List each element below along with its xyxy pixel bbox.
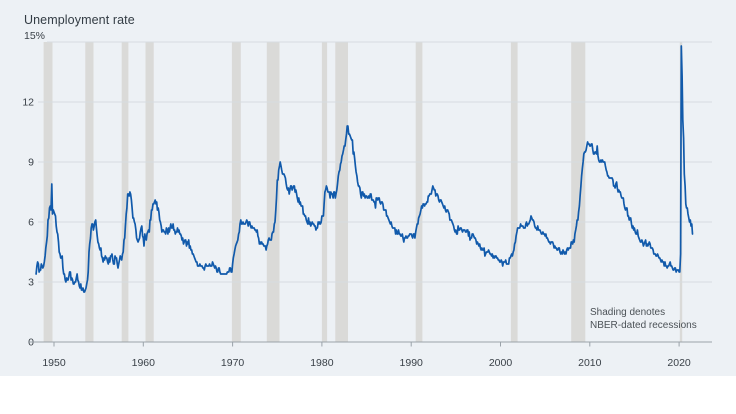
y-tick-label: 6 (28, 217, 34, 229)
recession-shading-note: Shading denotes NBER-dated recessions (590, 306, 697, 332)
recession-band (121, 42, 129, 342)
recession-band (85, 42, 94, 342)
recession-band (43, 42, 53, 342)
recession-band (231, 42, 241, 342)
y-tick-label: 9 (28, 157, 34, 169)
chart-title: Unemployment rate (24, 13, 135, 27)
x-tick-label: 2020 (667, 357, 691, 369)
recession-band (510, 42, 518, 342)
y-axis-top-label: 15% (24, 30, 46, 42)
x-tick-label: 1950 (42, 357, 66, 369)
unemployment-rate-line (35, 45, 694, 293)
x-tick-label: 1990 (400, 357, 424, 369)
recession-band (145, 42, 154, 342)
y-tick-label: 12 (22, 97, 34, 109)
recession-band (571, 42, 586, 342)
x-tick-label: 2000 (489, 357, 513, 369)
x-tick-label: 1960 (132, 357, 156, 369)
x-tick-label: 1970 (221, 357, 245, 369)
unemployment-chart-card: 03691219501960197019801990200020102020 U… (0, 0, 736, 376)
recession-band (335, 42, 348, 342)
recession-band (266, 42, 280, 342)
chart-plot: 03691219501960197019801990200020102020 (0, 0, 736, 376)
y-tick-label: 3 (28, 277, 34, 289)
x-tick-label: 1980 (310, 357, 334, 369)
note-line-1: Shading denotes (590, 307, 666, 318)
recession-band (415, 42, 423, 342)
note-line-2: NBER-dated recessions (590, 320, 697, 331)
x-tick-label: 2010 (578, 357, 602, 369)
